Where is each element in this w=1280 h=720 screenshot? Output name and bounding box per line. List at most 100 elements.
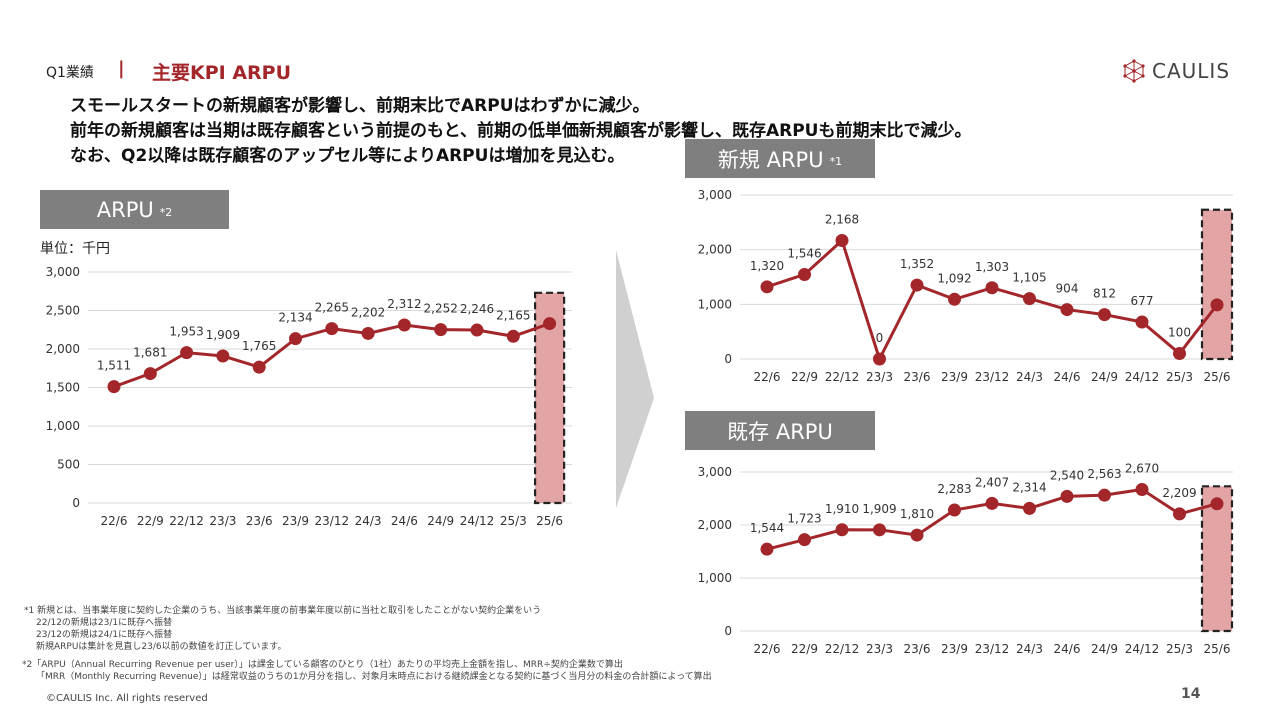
headline-3: なお、Q2以降は既存顧客のアップセル等によりARPUは増加を見込む。 bbox=[70, 146, 625, 166]
data-label: 1,092 bbox=[937, 271, 971, 285]
data-point bbox=[1210, 497, 1224, 511]
data-label: 812 bbox=[1093, 287, 1116, 301]
x-tick-label: 23/9 bbox=[282, 514, 309, 528]
x-tick-label: 25/6 bbox=[536, 514, 563, 528]
data-point bbox=[216, 349, 230, 363]
x-tick-label: 23/9 bbox=[941, 642, 968, 656]
y-tick-label: 500 bbox=[57, 458, 80, 472]
unit-label: 単位：千円 bbox=[40, 241, 110, 257]
x-tick-label: 23/3 bbox=[866, 370, 893, 384]
new-arpu-title-text: 新規 ARPU bbox=[717, 147, 824, 172]
y-tick-label: 1,500 bbox=[46, 381, 80, 395]
x-tick-label: 23/3 bbox=[209, 514, 236, 528]
x-tick-label: 25/3 bbox=[1166, 642, 1193, 656]
data-point bbox=[1060, 489, 1074, 503]
data-point bbox=[1173, 507, 1186, 521]
x-tick-label: 24/6 bbox=[391, 514, 418, 528]
x-tick-label: 24/9 bbox=[1091, 642, 1118, 656]
x-tick-label: 24/9 bbox=[427, 514, 454, 528]
x-tick-label: 22/9 bbox=[137, 514, 164, 528]
data-label: 677 bbox=[1131, 294, 1154, 308]
data-label: 2,265 bbox=[315, 301, 349, 315]
data-label: 1,320 bbox=[750, 259, 784, 273]
x-tick-label: 24/12 bbox=[460, 514, 495, 528]
data-label: 2,202 bbox=[351, 305, 385, 319]
company-logo: CAULIS bbox=[1122, 58, 1230, 84]
data-label: 0 bbox=[876, 331, 884, 345]
data-label: 1,352 bbox=[900, 257, 934, 271]
data-label: 2,165 bbox=[496, 308, 530, 322]
data-label: 2,252 bbox=[424, 302, 458, 316]
data-point bbox=[760, 542, 774, 556]
y-tick-label: 3,000 bbox=[698, 465, 732, 479]
x-tick-label: 23/3 bbox=[866, 642, 893, 656]
data-point bbox=[835, 233, 849, 247]
arpu-title-text: ARPU bbox=[96, 197, 154, 222]
data-label: 100 bbox=[1168, 326, 1191, 340]
headline-2: 前年の新規顧客は当期は既存顧客という前提のもと、前期の低単価新規顧客が影響し、既… bbox=[70, 121, 972, 141]
data-label: 2,209 bbox=[1162, 486, 1196, 500]
x-tick-label: 23/6 bbox=[904, 370, 931, 384]
headline-1: スモールスタートの新規顧客が影響し、前期末比でARPUはわずかに減少。 bbox=[70, 96, 650, 116]
x-tick-label: 22/9 bbox=[791, 370, 818, 384]
data-point bbox=[1173, 347, 1186, 361]
x-tick-label: 22/9 bbox=[791, 642, 818, 656]
highlight-box bbox=[1200, 208, 1234, 361]
data-point bbox=[985, 281, 999, 295]
data-label: 1,681 bbox=[133, 346, 167, 360]
data-label: 1,723 bbox=[787, 512, 821, 526]
new-arpu-chart-title: 新規 ARPU *1 bbox=[685, 139, 875, 178]
y-tick-label: 1,000 bbox=[46, 419, 80, 433]
x-tick-label: 24/3 bbox=[355, 514, 382, 528]
data-label: 2,246 bbox=[460, 302, 494, 316]
x-tick-label: 24/12 bbox=[1125, 642, 1160, 656]
data-label: 1,909 bbox=[206, 328, 240, 342]
chevron-right-icon bbox=[616, 250, 654, 508]
x-tick-label: 22/12 bbox=[825, 642, 860, 656]
y-tick-label: 1,000 bbox=[698, 297, 732, 311]
x-tick-label: 25/3 bbox=[500, 514, 527, 528]
data-point bbox=[325, 322, 339, 336]
footnote-2: 22/12の新規は23/1に既存へ振替 bbox=[36, 618, 173, 628]
data-label: 1,546 bbox=[787, 246, 821, 260]
network-icon bbox=[1123, 59, 1145, 83]
data-point bbox=[1023, 292, 1036, 306]
x-tick-label: 24/9 bbox=[1091, 370, 1118, 384]
data-label: 2,540 bbox=[1050, 468, 1084, 482]
data-point bbox=[873, 352, 886, 366]
data-point bbox=[1135, 482, 1149, 496]
copyright: ©CAULIS Inc. All rights reserved bbox=[46, 693, 208, 704]
y-tick-label: 0 bbox=[724, 624, 732, 638]
y-tick-label: 3,000 bbox=[698, 188, 732, 202]
existing-arpu-chart-title: 既存 ARPU bbox=[685, 411, 875, 450]
highlight-box bbox=[1200, 485, 1234, 633]
data-point bbox=[289, 332, 302, 346]
x-tick-label: 23/6 bbox=[904, 642, 931, 656]
data-point bbox=[1023, 501, 1036, 515]
y-tick-label: 2,500 bbox=[46, 304, 80, 318]
data-label: 1,909 bbox=[862, 502, 896, 516]
data-point bbox=[1098, 488, 1111, 502]
data-point bbox=[1135, 315, 1149, 329]
y-tick-label: 2,000 bbox=[698, 518, 732, 532]
x-tick-label: 22/12 bbox=[825, 370, 860, 384]
data-label: 904 bbox=[1056, 282, 1079, 296]
existing-arpu-title-text: 既存 ARPU bbox=[727, 419, 833, 444]
x-tick-label: 24/3 bbox=[1016, 642, 1043, 656]
data-point bbox=[1060, 303, 1074, 317]
data-label: 2,407 bbox=[975, 475, 1009, 489]
data-label: 1,303 bbox=[975, 260, 1009, 274]
data-label: 1,511 bbox=[97, 359, 131, 373]
data-point bbox=[506, 329, 520, 343]
arpu-title-note: *2 bbox=[159, 206, 173, 219]
x-tick-label: 22/6 bbox=[101, 514, 128, 528]
y-tick-label: 3,000 bbox=[46, 265, 80, 279]
y-tick-label: 2,000 bbox=[698, 243, 732, 257]
footnote-6: 「MRR（Monthly Recurring Revenue）」は経常収益のうち… bbox=[36, 672, 712, 682]
data-label: 1,765 bbox=[242, 339, 276, 353]
data-label: 2,283 bbox=[937, 482, 971, 496]
data-point bbox=[180, 346, 194, 360]
footnote-4: 新規ARPUは集計を見直し23/6以前の数値を訂正しています。 bbox=[36, 642, 287, 652]
title-separator: | bbox=[118, 58, 125, 79]
data-point bbox=[143, 367, 157, 381]
